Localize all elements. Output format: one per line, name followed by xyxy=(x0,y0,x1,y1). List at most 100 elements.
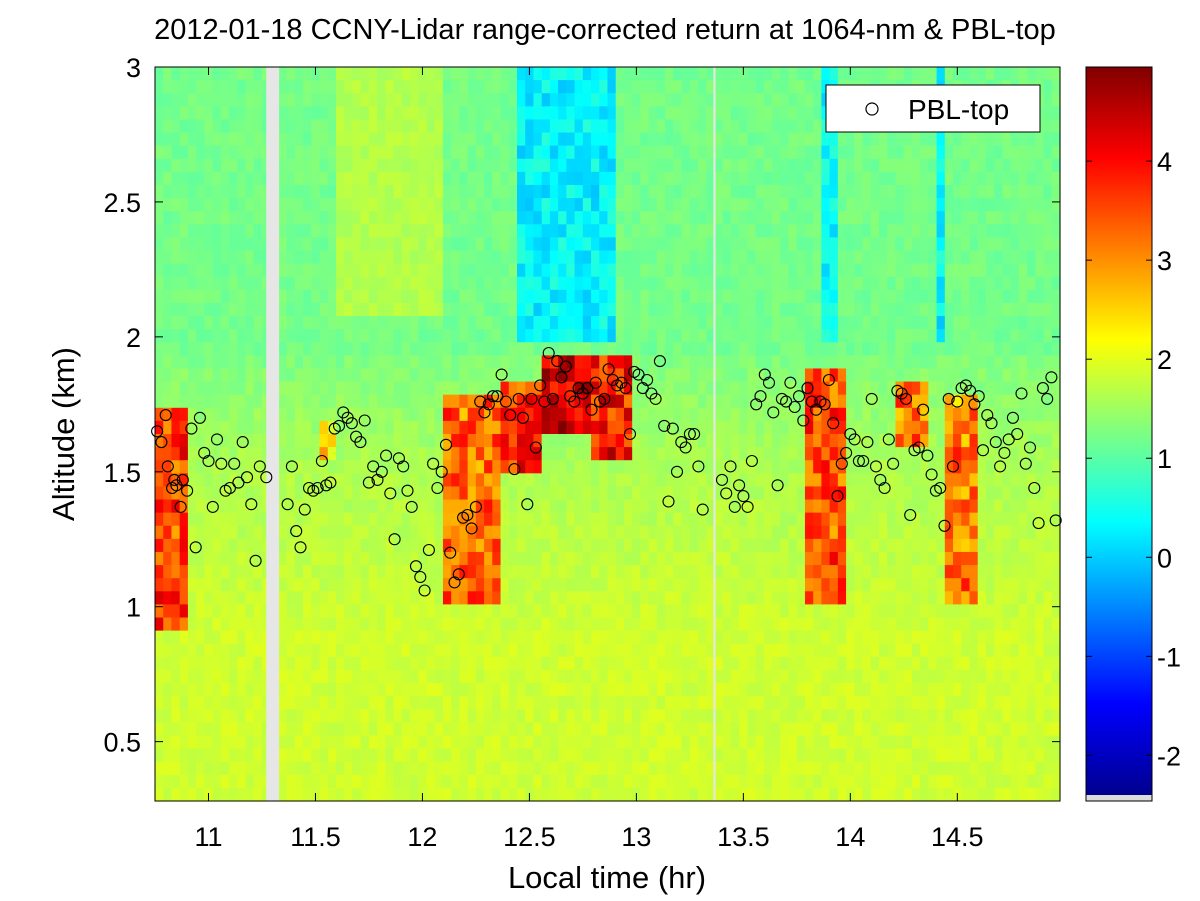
heatmap-cell xyxy=(196,420,205,435)
heatmap-cell xyxy=(574,158,584,173)
heatmap-cell xyxy=(352,211,362,225)
heatmap-cell xyxy=(459,551,469,566)
heatmap-cell xyxy=(500,617,510,632)
heatmap-cell xyxy=(385,420,395,435)
heatmap-cell xyxy=(220,656,230,671)
heatmap-cell xyxy=(829,394,839,409)
heatmap-cell xyxy=(237,709,247,723)
heatmap-cell xyxy=(410,80,419,94)
heatmap-cell xyxy=(870,525,880,540)
heatmap-cell xyxy=(582,224,592,238)
heatmap-cell xyxy=(492,302,502,317)
heatmap-cell xyxy=(401,263,411,278)
heatmap-cell xyxy=(171,407,181,422)
heatmap-cell xyxy=(500,774,510,789)
heatmap-cell xyxy=(467,93,477,107)
heatmap-cell xyxy=(846,250,855,265)
heatmap-cell xyxy=(574,578,584,592)
heatmap-cell xyxy=(385,407,395,422)
heatmap-cell xyxy=(623,237,633,252)
heatmap-cell xyxy=(615,578,625,592)
heatmap-cell xyxy=(706,302,716,317)
heatmap-cell xyxy=(451,368,461,383)
heatmap-cell xyxy=(319,342,329,356)
heatmap-cell xyxy=(187,512,197,527)
heatmap-cell xyxy=(204,132,214,147)
heatmap-cell xyxy=(533,565,543,579)
heatmap-cell xyxy=(788,171,798,186)
heatmap-cell xyxy=(599,276,609,291)
heatmap-cell xyxy=(862,447,872,461)
heatmap-cell xyxy=(467,748,477,763)
heatmap-cell xyxy=(484,473,493,488)
heatmap-cell xyxy=(673,565,683,579)
heatmap-cell xyxy=(681,434,691,448)
heatmap-cell xyxy=(763,211,773,225)
heatmap-cell xyxy=(837,381,847,396)
heatmap-cell xyxy=(352,604,362,619)
heatmap-cell xyxy=(237,434,247,448)
heatmap-cell xyxy=(171,250,181,265)
heatmap-cell xyxy=(813,538,823,553)
heatmap-cell xyxy=(508,302,518,317)
heatmap-cell xyxy=(171,132,181,147)
heatmap-cell xyxy=(245,565,255,579)
heatmap-cell xyxy=(640,748,650,763)
heatmap-cell xyxy=(475,525,485,540)
heatmap-cell xyxy=(772,722,781,737)
heatmap-cell xyxy=(319,119,329,134)
heatmap-cell xyxy=(336,434,345,448)
heatmap-cell xyxy=(377,80,386,94)
heatmap-cell xyxy=(442,578,452,592)
heatmap-cell xyxy=(196,525,205,540)
heatmap-cell xyxy=(656,381,666,396)
heatmap-cell xyxy=(862,630,872,645)
heatmap-cell xyxy=(434,342,444,356)
heatmap-cell xyxy=(393,289,403,304)
heatmap-cell xyxy=(582,525,592,540)
heatmap-cell xyxy=(706,656,716,671)
heatmap-cell xyxy=(467,630,477,645)
heatmap-cell xyxy=(212,106,222,121)
heatmap-cell xyxy=(393,211,403,225)
heatmap-cell xyxy=(796,355,806,370)
heatmap-cell xyxy=(648,158,658,173)
heatmap-cell xyxy=(475,316,485,330)
heatmap-cell xyxy=(846,355,855,370)
heatmap-cell xyxy=(541,67,551,81)
heatmap-cell xyxy=(714,420,724,435)
heatmap-cell xyxy=(862,381,872,396)
heatmap-cell xyxy=(492,630,502,645)
heatmap-cell xyxy=(804,630,814,645)
heatmap-cell xyxy=(303,145,312,160)
heatmap-cell xyxy=(368,761,378,776)
heatmap-cell xyxy=(829,434,839,448)
heatmap-cell xyxy=(311,316,321,330)
heatmap-cell xyxy=(591,184,600,199)
heatmap-cell xyxy=(870,748,880,763)
heatmap-cell xyxy=(566,434,576,448)
heatmap-cell xyxy=(426,709,436,723)
heatmap-cell xyxy=(714,499,724,514)
heatmap-cell xyxy=(862,617,872,632)
heatmap-cell xyxy=(698,709,707,723)
heatmap-cell xyxy=(673,263,683,278)
heatmap-cell xyxy=(360,420,370,435)
heatmap-cell xyxy=(368,381,378,396)
heatmap-cell xyxy=(541,394,551,409)
heatmap-cell xyxy=(525,538,535,553)
heatmap-cell xyxy=(862,368,872,383)
heatmap-cell xyxy=(286,434,296,448)
heatmap-cell xyxy=(640,787,650,802)
heatmap-cell xyxy=(558,368,567,383)
heatmap-cell xyxy=(434,591,444,605)
heatmap-cell xyxy=(837,551,847,566)
heatmap-cell xyxy=(278,407,288,422)
heatmap-cell xyxy=(303,184,312,199)
heatmap-cell xyxy=(344,316,354,330)
heatmap-cell xyxy=(870,250,880,265)
heatmap-cell xyxy=(311,368,321,383)
heatmap-cell xyxy=(451,643,461,658)
heatmap-cell xyxy=(837,420,847,435)
heatmap-cell xyxy=(475,329,485,343)
